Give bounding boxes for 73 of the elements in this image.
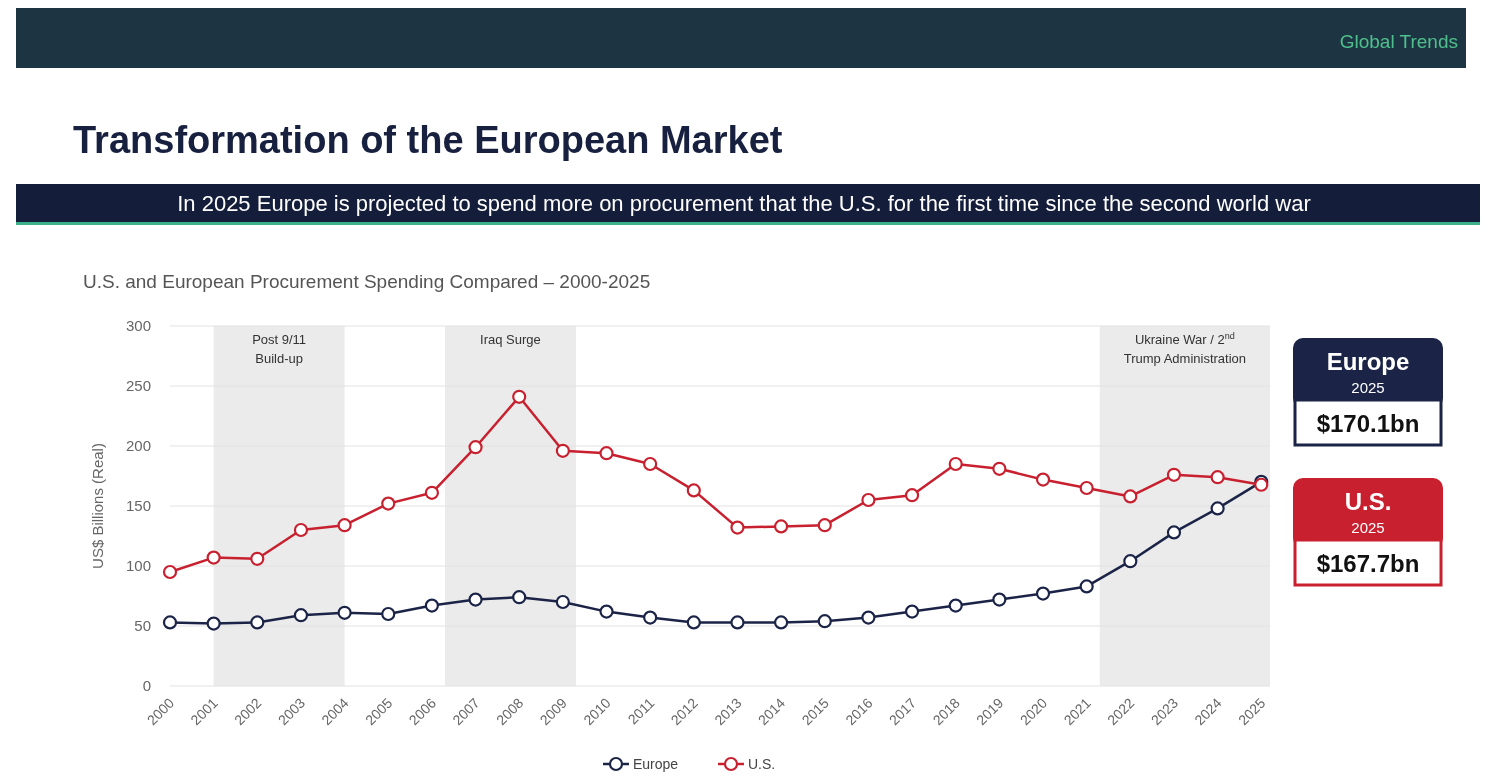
point xyxy=(643,610,658,625)
point xyxy=(992,461,1007,476)
point xyxy=(1166,467,1182,482)
text: $170.1bn xyxy=(1316,410,1420,437)
point xyxy=(1210,501,1225,516)
text: 2025 xyxy=(1351,379,1385,396)
point xyxy=(1166,525,1182,540)
point xyxy=(337,518,352,533)
point xyxy=(1035,472,1051,487)
point xyxy=(599,446,614,461)
point xyxy=(686,483,701,498)
point xyxy=(1123,489,1138,504)
point xyxy=(555,443,570,458)
point xyxy=(424,598,440,613)
point xyxy=(817,614,832,629)
point xyxy=(817,518,832,533)
band-label: Ukraine War / 2$^{nd}$ Trump Administration xyxy=(1123,331,1247,366)
point xyxy=(730,615,745,630)
y-tick-label: 0 xyxy=(142,677,151,694)
text: Global Trends xyxy=(1339,31,1458,52)
point xyxy=(774,519,789,534)
y-tick-label: 150 xyxy=(125,497,151,514)
y-tick-label: 200 xyxy=(125,437,151,454)
text: U.S. and European Procurement Spending Compared – 2000-2025 xyxy=(83,271,651,292)
point xyxy=(512,590,527,605)
y-tick-label: 300 xyxy=(125,317,151,334)
point xyxy=(643,456,658,472)
text: Europe xyxy=(1326,348,1410,375)
point xyxy=(599,604,614,619)
point xyxy=(337,605,352,620)
point xyxy=(774,615,789,630)
point xyxy=(861,492,876,508)
point xyxy=(250,551,265,566)
point xyxy=(162,564,178,580)
text: U.S. xyxy=(1344,488,1392,515)
point xyxy=(468,592,483,607)
point xyxy=(381,606,396,622)
point xyxy=(555,594,570,610)
point xyxy=(948,456,963,472)
y-axis-title: US$ Billions (Real) xyxy=(89,443,106,569)
text: $167.7bn xyxy=(1316,550,1420,577)
point xyxy=(468,440,483,455)
point xyxy=(1079,579,1094,594)
y-tick-label: 100 xyxy=(125,557,151,574)
text: 2025 xyxy=(1351,519,1385,536)
y-tick-label: 50 xyxy=(134,617,151,634)
legend-label: U.S. xyxy=(748,756,776,772)
point xyxy=(948,598,963,613)
point xyxy=(206,550,221,565)
point xyxy=(1079,480,1094,496)
band-label: Iraq Surge xyxy=(480,332,541,347)
point xyxy=(1123,554,1138,569)
point xyxy=(250,615,265,630)
point xyxy=(381,496,396,511)
point xyxy=(1210,470,1225,485)
point xyxy=(162,615,178,630)
chart-title: Transformation of the European Market xyxy=(73,119,783,161)
point xyxy=(1035,586,1051,601)
band-label: Post 9/11 Build-up xyxy=(252,332,307,366)
point xyxy=(293,608,309,623)
point xyxy=(730,520,745,535)
point xyxy=(206,616,221,631)
point xyxy=(861,610,876,625)
legend-label: Europe xyxy=(633,756,679,772)
point xyxy=(992,592,1007,607)
chart-subtitle: In 2025 Europe is projected to spend more on procurement that the U.S. for the first time since the second world war xyxy=(177,191,1311,216)
point xyxy=(424,485,440,500)
point xyxy=(904,604,920,619)
y-tick-label: 250 xyxy=(125,377,151,394)
point xyxy=(293,522,309,538)
point xyxy=(904,488,920,503)
point xyxy=(686,615,701,630)
point xyxy=(512,389,527,404)
